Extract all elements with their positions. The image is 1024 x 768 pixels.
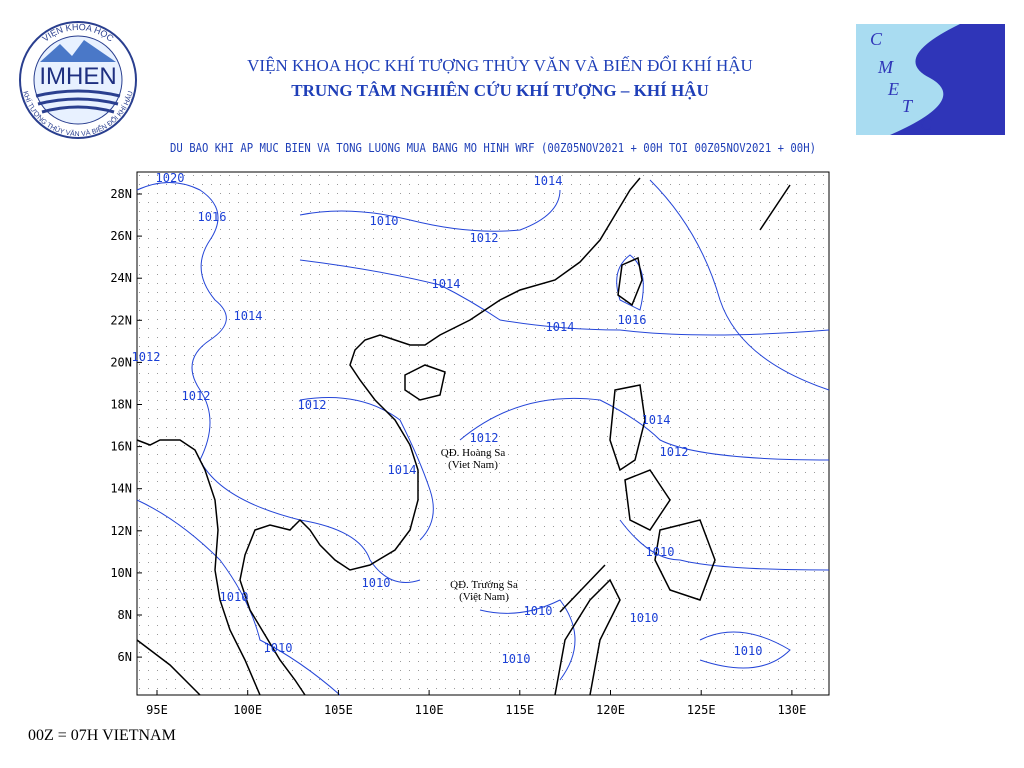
contour-label: 1010 (264, 641, 293, 655)
places: QĐ. Hoàng Sa(Viet Nam) QĐ. Trường Sa(Việt… (441, 447, 518, 603)
lat-label: 18N (110, 398, 132, 412)
contour-label: 1016 (198, 210, 227, 224)
logo-letter: T (902, 96, 914, 116)
axis-ticks: 28N 26N 24N 22N 20N 18N 16N 14N 12N 10N 8N 6N 95E 100… (110, 187, 806, 717)
lat-label: 12N (110, 524, 132, 538)
contour-label: 1012 (470, 231, 499, 245)
lat-label: 24N (110, 271, 132, 285)
map: 28N 26N 24N 22N 20N 18N 16N 14N 12N 10N 8N 6N 95E 100… (110, 171, 830, 717)
lat-label: 16N (110, 440, 132, 454)
logo-letter: C (870, 29, 883, 49)
lat-label: 8N (118, 608, 132, 622)
contour-label: 1014 (388, 463, 417, 477)
lon-label: 125E (687, 703, 716, 717)
contour-labels: 1020 1016 1010 1012 1014 1014 1014 1014 1016 1012… (132, 171, 763, 666)
contour-label: 1010 (370, 214, 399, 228)
contour-label: 1010 (502, 652, 531, 666)
lat-label: 26N (110, 229, 132, 243)
place-name: QĐ. Hoàng Sa (441, 447, 506, 459)
contour-label: 1014 (234, 309, 263, 323)
contour-label: 1012 (132, 350, 161, 364)
contour-label: 1012 (298, 398, 327, 412)
header-line1: VIỆN KHOA HỌC KHÍ TƯỢNG THỦY VĂN VÀ BIẾN… (247, 55, 753, 75)
lat-label: 10N (110, 566, 132, 580)
lat-label: 28N (110, 187, 132, 201)
contour-label: 1010 (646, 545, 675, 559)
place-note: (Việt Nam) (459, 591, 509, 603)
place-name: QĐ. Trường Sa (450, 579, 518, 591)
contour-label: 1010 (734, 644, 763, 658)
contour-label: 1020 (156, 171, 185, 185)
contour-label: 1014 (546, 320, 575, 334)
lon-label: 110E (415, 703, 444, 717)
lon-label: 130E (777, 703, 806, 717)
contour-label: 1010 (524, 604, 553, 618)
contour-label: 1012 (660, 445, 689, 459)
logo-text: IMHEN (39, 63, 116, 90)
logo-letter: E (887, 79, 899, 99)
coastline (136, 177, 791, 696)
lat-label: 14N (110, 482, 132, 496)
contour-label: 1012 (182, 389, 211, 403)
lon-label: 120E (596, 703, 625, 717)
lon-label: 115E (505, 703, 534, 717)
contour-label: 1010 (630, 611, 659, 625)
contour-label: 1014 (642, 413, 671, 427)
lon-label: 100E (233, 703, 262, 717)
lat-label: 6N (118, 650, 132, 664)
logo-left: IMHEN VIỆN KHOA HỌC KHÍ TƯỢNG THỦY VĂN V… (19, 21, 137, 139)
place-note: (Viet Nam) (448, 459, 498, 471)
contour-label: 1012 (470, 431, 499, 445)
contour-label: 1010 (220, 590, 249, 604)
contour-label: 1010 (362, 576, 391, 590)
contour-label: 1014 (534, 174, 563, 188)
lat-label: 20N (110, 355, 132, 369)
lon-label: 105E (324, 703, 353, 717)
header-line2: TRUNG TÂM NGHIÊN CỨU KHÍ TƯỢNG – KHÍ HẬU (291, 81, 708, 100)
contours (136, 179, 830, 696)
map-title: DU BAO KHI AP MUC BIEN VA TONG LUONG MUA… (170, 141, 816, 155)
logo-letter: M (877, 57, 894, 77)
contour-label: 1014 (432, 277, 461, 291)
contour-label: 1016 (618, 313, 647, 327)
footer: 00Z = 07H VIETNAM (28, 727, 176, 744)
lon-label: 95E (146, 703, 168, 717)
lat-label: 22N (110, 313, 132, 327)
logo-letter: C (920, 114, 933, 134)
